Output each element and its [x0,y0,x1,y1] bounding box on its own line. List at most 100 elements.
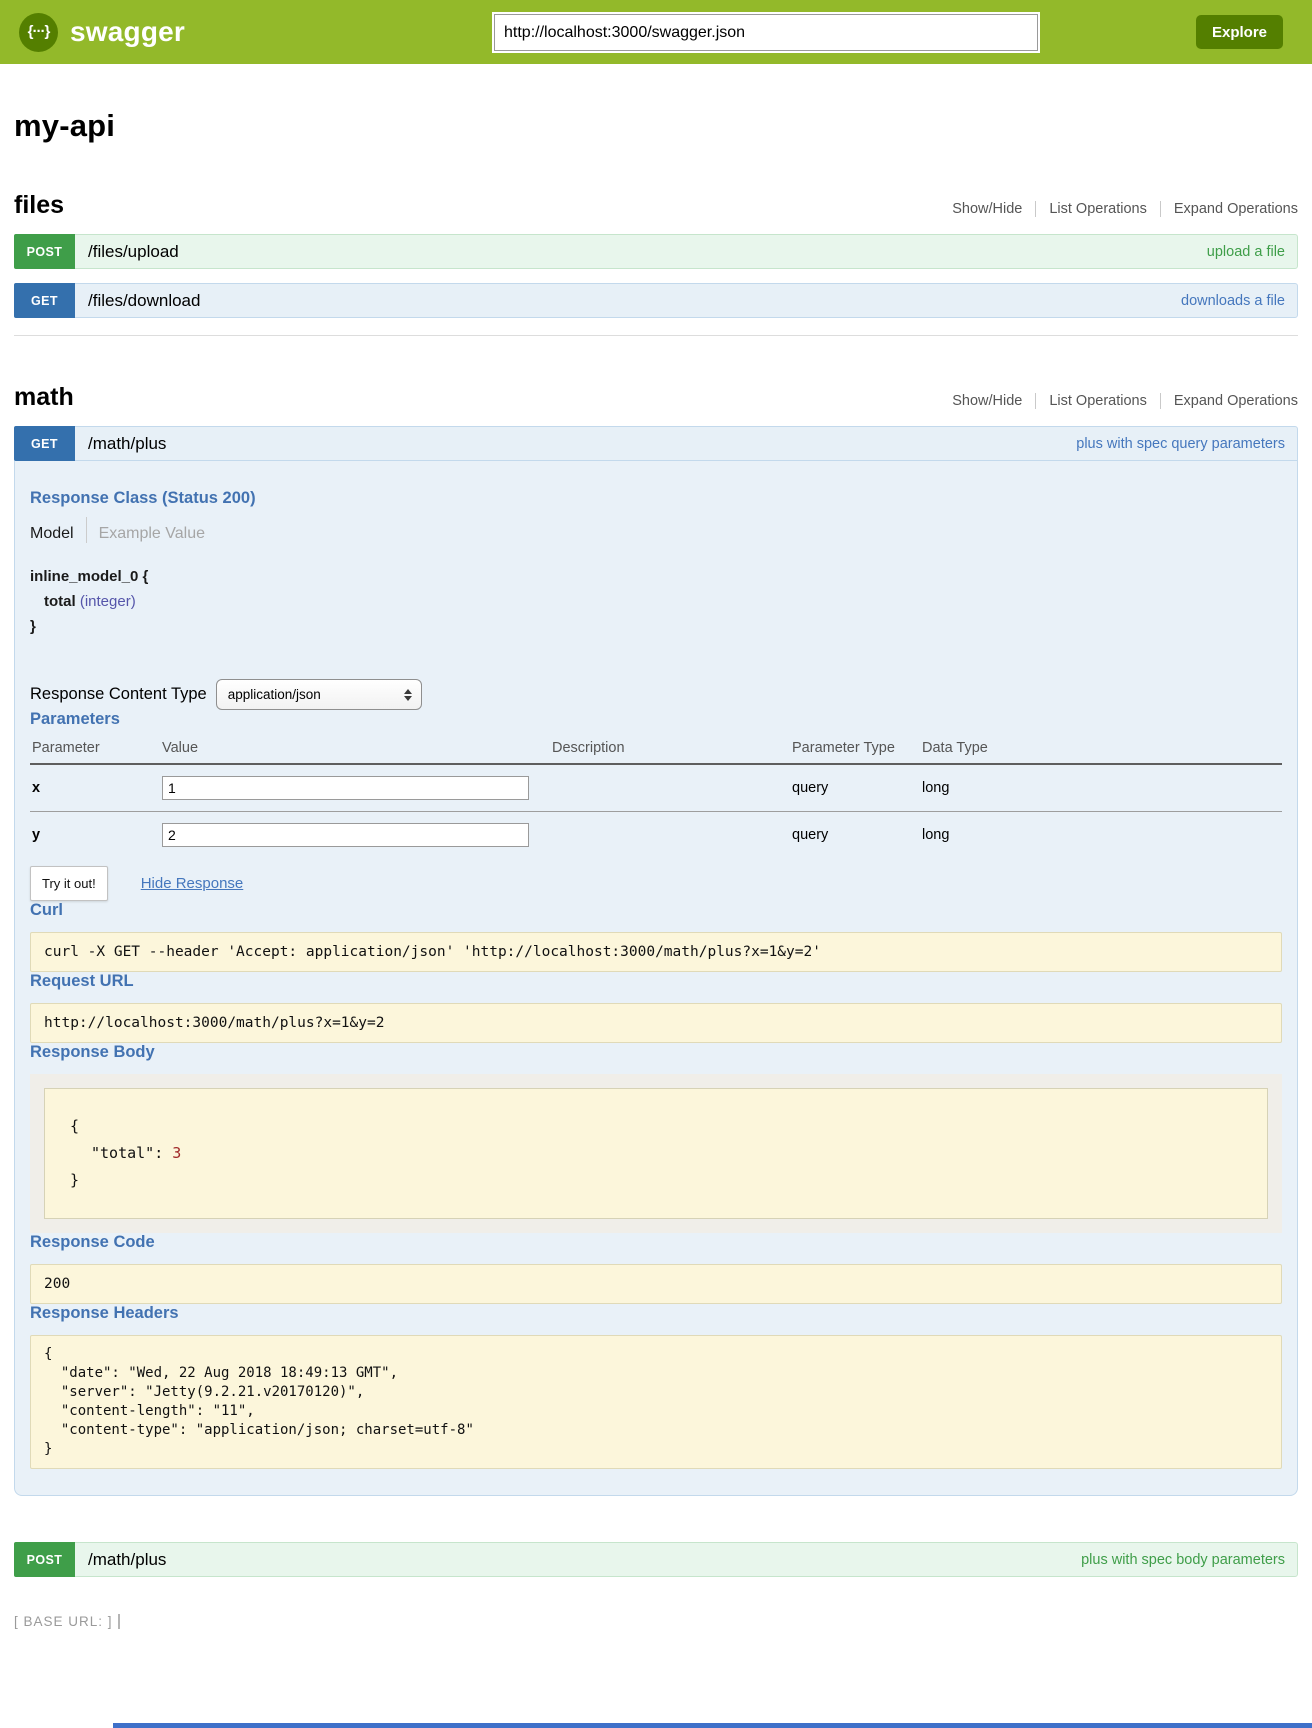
model-tabs: Model Example Value [30,517,1282,543]
response-code-value: 200 [30,1264,1282,1304]
param-y-input[interactable] [162,823,529,847]
operation-path[interactable]: /files/upload [88,241,179,261]
response-class-heading: Response Class (Status 200) [30,489,256,507]
section-files: files Show/Hide List Operations Expand O… [14,191,1298,318]
section-math-controls: Show/Hide List Operations Expand Operati… [952,393,1298,409]
link-divider [1035,393,1037,409]
json-number-value: 3 [172,1144,182,1162]
section-title-math[interactable]: math [14,383,74,411]
link-divider [1159,201,1161,217]
section-files-header: files Show/Hide List Operations Expand O… [14,191,1298,220]
main-content: my-api files Show/Hide List Operations E… [0,108,1312,1629]
parameters-heading: Parameters [30,710,120,728]
explore-button[interactable]: Explore [1196,15,1283,49]
text-cursor [117,1614,120,1629]
param-row-y: y query long [30,812,1282,859]
response-content-type-label: Response Content Type [30,685,207,703]
response-headers-heading: Response Headers [30,1304,179,1322]
section-files-controls: Show/Hide List Operations Expand Operati… [952,201,1298,217]
model-signature: inline_model_0 { total (integer) } [30,564,1282,639]
list-operations-link[interactable]: List Operations [1049,393,1147,409]
method-badge-post: POST [14,1542,75,1577]
tab-divider [85,517,87,543]
model-close: } [30,618,36,635]
tab-example-value[interactable]: Example Value [98,525,206,542]
tab-model[interactable]: Model [30,525,74,542]
section-math-header: math Show/Hide List Operations Expand Op… [14,383,1298,412]
section-math: math Show/Hide List Operations Expand Op… [14,383,1298,1577]
param-name: x [30,764,160,812]
col-description: Description [550,736,790,765]
method-badge-get: GET [14,283,75,318]
operation-row-get-math-plus[interactable]: GET /math/plus plus with spec query para… [14,426,1298,461]
parameters-table: Parameter Value Description Parameter Ty… [30,736,1282,858]
curl-command: curl -X GET --header 'Accept: applicatio… [30,932,1282,972]
method-badge-get: GET [14,426,75,461]
operation-summary[interactable]: upload a file [1206,243,1285,260]
operation-block-get-math-plus: GET /math/plus plus with spec query para… [14,426,1298,1496]
response-body-box: { "total": 3 } [30,1074,1282,1233]
swagger-logo[interactable]: {···} swagger [19,12,185,52]
response-body-json: { "total": 3 } [44,1088,1268,1219]
request-url-value: http://localhost:3000/math/plus?x=1&y=2 [30,1003,1282,1043]
param-type: query [790,764,920,812]
operation-row-post-math-plus[interactable]: POST /math/plus plus with spec body para… [14,1542,1298,1577]
json-total-line: "total": 3 [91,1144,182,1162]
param-data-type: long [920,764,1282,812]
operation-summary[interactable]: downloads a file [1181,292,1285,309]
operation-path[interactable]: /files/download [88,290,201,310]
param-x-input[interactable] [162,776,529,800]
chevron-up-down-icon [403,688,412,701]
col-data-type: Data Type [920,736,1282,765]
parameters-header-row: Parameter Value Description Parameter Ty… [30,736,1282,765]
model-open: inline_model_0 { [30,568,149,585]
param-type: query [792,827,829,843]
link-divider [1159,393,1161,409]
base-url-footer: [ BASE URL: ] [14,1614,1298,1629]
app-header: {···} swagger Explore [0,0,1312,64]
param-row-x: x query long [30,764,1282,812]
swagger-logo-text: swagger [70,16,185,47]
operation-row-get-files-download[interactable]: GET /files/download downloads a file [14,283,1298,318]
col-value: Value [160,736,550,765]
link-divider [1035,201,1037,217]
operation-path[interactable]: /math/plus [88,1549,167,1569]
response-body-heading: Response Body [30,1043,155,1061]
operation-detail-panel: Response Class (Status 200) Model Exampl… [14,461,1298,1496]
property-type: (integer) [79,593,136,610]
param-name: y [32,827,41,843]
json-open-brace: { [70,1117,80,1135]
base-url-label: [ BASE URL: ] [14,1614,113,1629]
operation-path[interactable]: /math/plus [88,433,167,453]
section-title-files[interactable]: files [14,191,65,219]
expand-operations-link[interactable]: Expand Operations [1173,393,1298,409]
swagger-logo-icon: {···} [19,12,58,52]
expand-operations-link[interactable]: Expand Operations [1173,201,1298,217]
col-parameter: Parameter [30,736,160,765]
page-title: my-api [14,108,116,143]
api-url-input[interactable] [494,14,1038,51]
response-code-heading: Response Code [30,1233,155,1251]
operation-summary[interactable]: plus with spec body parameters [1081,1551,1285,1568]
section-divider [14,335,1298,336]
response-headers-json: { "date": "Wed, 22 Aug 2018 18:49:13 GMT… [30,1335,1282,1469]
model-property: total (integer) [44,593,136,610]
show-hide-link[interactable]: Show/Hide [952,201,1023,217]
actions-row: Try it out! Hide Response [30,866,1282,901]
show-hide-link[interactable]: Show/Hide [952,393,1023,409]
try-it-out-button[interactable]: Try it out! [30,866,108,901]
operation-summary[interactable]: plus with spec query parameters [1076,435,1285,452]
param-description [550,812,790,859]
response-content-type-row: Response Content Type application/json [30,679,1282,710]
json-close-brace: } [70,1171,80,1189]
selected-content-type: application/json [227,687,321,702]
request-url-heading: Request URL [30,972,134,990]
bottom-blue-bar [113,1723,1312,1728]
operation-row-post-files-upload[interactable]: POST /files/upload upload a file [14,234,1298,269]
response-content-type-select[interactable]: application/json [215,679,422,710]
param-description [550,764,790,812]
list-operations-link[interactable]: List Operations [1049,201,1147,217]
method-badge-post: POST [14,234,75,269]
param-data-type: long [922,827,950,843]
hide-response-link[interactable]: Hide Response [140,875,244,892]
